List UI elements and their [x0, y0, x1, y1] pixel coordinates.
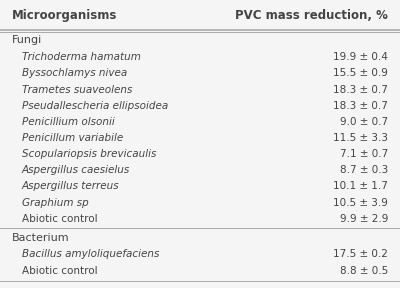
Text: Aspergillus caesielus: Aspergillus caesielus [22, 165, 130, 175]
Text: Bacillus amyloliquefaciens: Bacillus amyloliquefaciens [22, 249, 159, 259]
Text: Penicillum variabile: Penicillum variabile [22, 133, 123, 143]
Text: 7.1 ± 0.7: 7.1 ± 0.7 [340, 149, 388, 159]
Text: 9.0 ± 0.7: 9.0 ± 0.7 [340, 117, 388, 127]
Text: Trametes suaveolens: Trametes suaveolens [22, 85, 132, 94]
Text: Abiotic control: Abiotic control [22, 266, 98, 276]
Text: Byssochlamys nivea: Byssochlamys nivea [22, 68, 127, 78]
Text: Fungi: Fungi [12, 35, 42, 46]
Text: 8.7 ± 0.3: 8.7 ± 0.3 [340, 165, 388, 175]
Text: 10.1 ± 1.7: 10.1 ± 1.7 [333, 181, 388, 192]
Text: Pseudallescheria ellipsoidea: Pseudallescheria ellipsoidea [22, 101, 168, 111]
Text: 18.3 ± 0.7: 18.3 ± 0.7 [333, 85, 388, 94]
Text: 10.5 ± 3.9: 10.5 ± 3.9 [333, 198, 388, 208]
Text: 8.8 ± 0.5: 8.8 ± 0.5 [340, 266, 388, 276]
Text: 9.9 ± 2.9: 9.9 ± 2.9 [340, 214, 388, 224]
Text: 19.9 ± 0.4: 19.9 ± 0.4 [333, 52, 388, 62]
Text: Penicillium olsonii: Penicillium olsonii [22, 117, 115, 127]
Text: Scopulariopsis brevicaulis: Scopulariopsis brevicaulis [22, 149, 156, 159]
Text: 17.5 ± 0.2: 17.5 ± 0.2 [333, 249, 388, 259]
Text: Microorganisms: Microorganisms [12, 9, 117, 22]
Text: Trichoderma hamatum: Trichoderma hamatum [22, 52, 141, 62]
Text: Abiotic control: Abiotic control [22, 214, 98, 224]
Text: 18.3 ± 0.7: 18.3 ± 0.7 [333, 101, 388, 111]
Text: PVC mass reduction, %: PVC mass reduction, % [235, 9, 388, 22]
Text: Bacterium: Bacterium [12, 233, 70, 242]
Text: Graphium sp: Graphium sp [22, 198, 89, 208]
Text: 15.5 ± 0.9: 15.5 ± 0.9 [333, 68, 388, 78]
Text: 11.5 ± 3.3: 11.5 ± 3.3 [333, 133, 388, 143]
Text: Aspergillus terreus: Aspergillus terreus [22, 181, 120, 192]
